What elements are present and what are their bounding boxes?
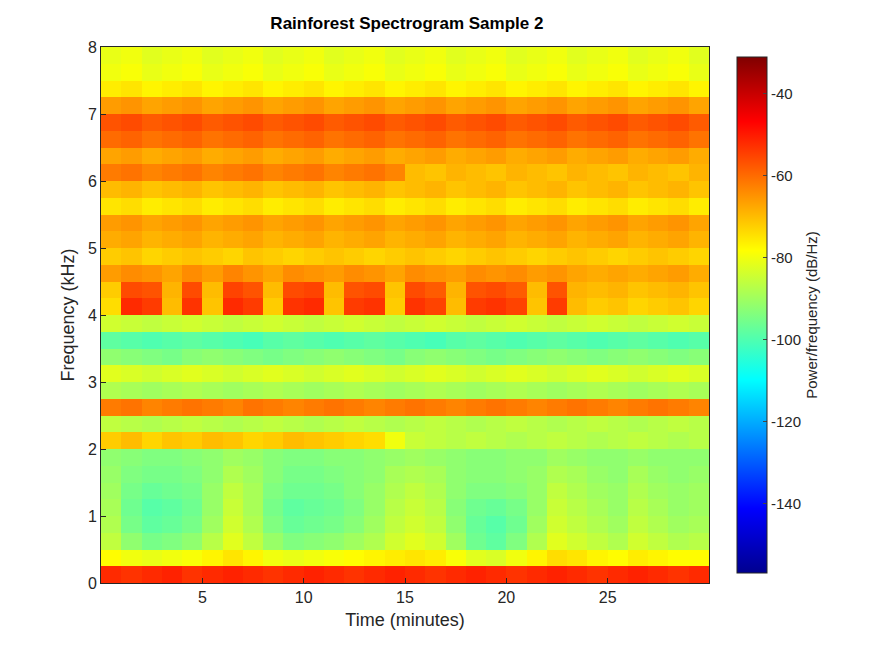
svg-text:2: 2 bbox=[88, 441, 97, 458]
svg-text:20: 20 bbox=[497, 589, 515, 606]
svg-text:-100: -100 bbox=[771, 331, 801, 348]
svg-text:Rainforest Spectrogram Sample: Rainforest Spectrogram Sample 2 bbox=[270, 14, 543, 33]
svg-text:25: 25 bbox=[599, 589, 617, 606]
svg-text:5: 5 bbox=[88, 240, 97, 257]
svg-text:Frequency (kHz): Frequency (kHz) bbox=[58, 248, 78, 381]
svg-text:3: 3 bbox=[88, 374, 97, 391]
svg-text:15: 15 bbox=[396, 589, 414, 606]
svg-text:-120: -120 bbox=[771, 413, 801, 430]
svg-text:10: 10 bbox=[295, 589, 313, 606]
svg-text:4: 4 bbox=[88, 307, 97, 324]
svg-text:1: 1 bbox=[88, 508, 97, 525]
svg-text:0: 0 bbox=[88, 575, 97, 592]
svg-text:Power/frequency (dB/Hz): Power/frequency (dB/Hz) bbox=[803, 231, 820, 399]
svg-text:6: 6 bbox=[88, 173, 97, 190]
svg-text:-80: -80 bbox=[771, 249, 793, 266]
svg-text:Time (minutes): Time (minutes) bbox=[345, 610, 464, 630]
svg-text:-140: -140 bbox=[771, 495, 801, 512]
svg-text:-40: -40 bbox=[771, 85, 793, 102]
svg-text:-60: -60 bbox=[771, 167, 793, 184]
svg-text:5: 5 bbox=[198, 589, 207, 606]
svg-text:8: 8 bbox=[88, 39, 97, 56]
svg-text:7: 7 bbox=[88, 106, 97, 123]
